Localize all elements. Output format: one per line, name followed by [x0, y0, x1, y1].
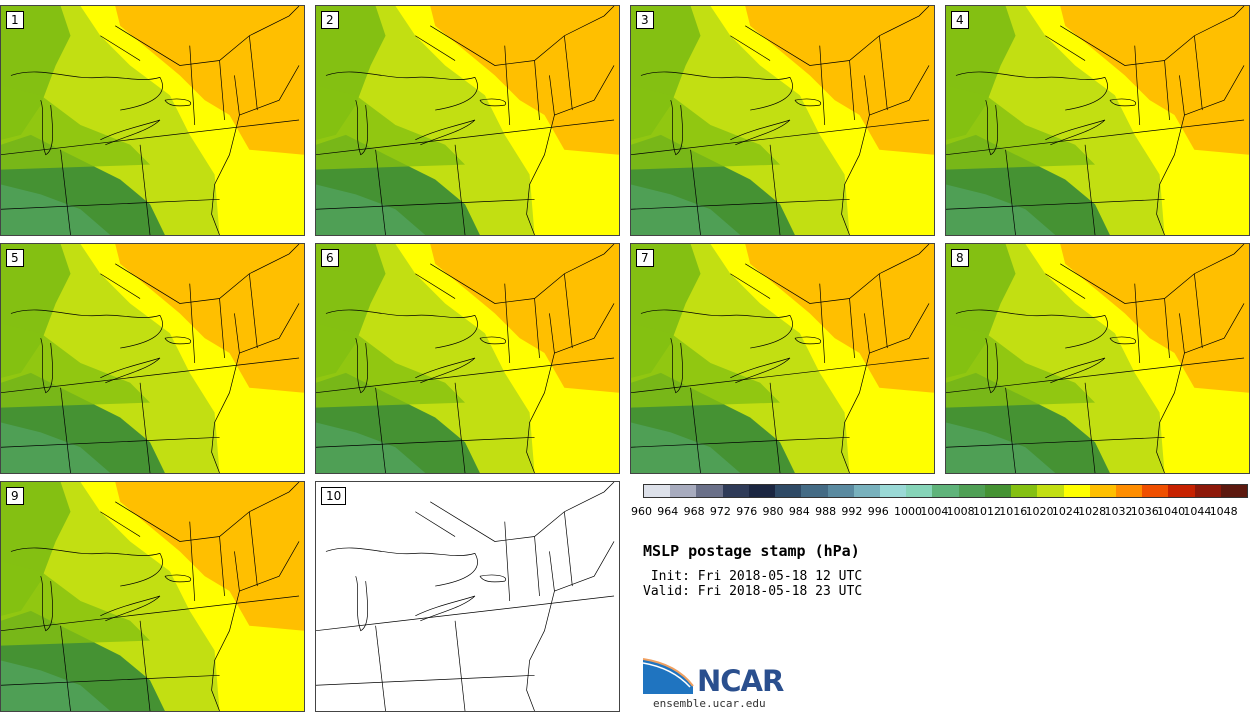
map-panel-4: 4	[945, 5, 1250, 236]
chart-title: MSLP postage stamp (hPa)	[643, 542, 860, 560]
colorbar-swatch	[1037, 485, 1064, 497]
colorbar-swatch	[670, 485, 697, 497]
colorbar-tick-label: 1004	[920, 505, 949, 518]
colorbar-tick-label: 1040	[1157, 505, 1186, 518]
colorbar-tick-label: 968	[683, 505, 705, 518]
colorbar-tick-label: 972	[709, 505, 731, 518]
colorbar-swatch	[853, 485, 880, 497]
map-panel-10: 10	[315, 481, 620, 712]
panel-label: 3	[636, 11, 654, 29]
colorbar-tick-label: 1000	[894, 505, 923, 518]
panel-label: 8	[951, 249, 969, 267]
panel-label: 5	[6, 249, 24, 267]
colorbar-swatch	[1142, 485, 1169, 497]
colorbar-swatch	[984, 485, 1012, 497]
panel-label: 1	[6, 11, 24, 29]
colorbar-tick-label: 984	[788, 505, 810, 518]
colorbar-swatch	[1168, 485, 1195, 497]
colorbar-swatch	[1011, 485, 1038, 497]
colorbar-swatch	[748, 485, 776, 497]
colorbar-tick-label: 1032	[1104, 505, 1133, 518]
colorbar-swatch	[1220, 485, 1248, 497]
valid-time: Valid: Fri 2018-05-18 23 UTC	[643, 584, 863, 599]
colorbar-tick-label: 988	[815, 505, 837, 518]
colorbar-swatch	[932, 485, 959, 497]
colorbar-tick-label: 960	[631, 505, 652, 518]
map-panel-5: 5	[0, 243, 305, 474]
map-panel-7: 7	[630, 243, 935, 474]
colorbar-swatch	[775, 485, 802, 497]
map-panel-8: 8	[945, 243, 1250, 474]
map-panel-6: 6	[315, 243, 620, 474]
colorbar-swatch	[1089, 485, 1116, 497]
colorbar-tick-label: 1016	[999, 505, 1028, 518]
colorbar-tick-label: 992	[841, 505, 863, 518]
colorbar	[643, 484, 1248, 498]
panel-label: 6	[321, 249, 339, 267]
colorbar-tick-label: 1048	[1209, 505, 1238, 518]
colorbar-tick-label: 1036	[1130, 505, 1159, 518]
colorbar-swatch	[1194, 485, 1221, 497]
colorbar-tick-label: 1012	[972, 505, 1001, 518]
panel-label: 2	[321, 11, 339, 29]
colorbar-tick-label: 1044	[1183, 505, 1212, 518]
colorbar-swatch	[1115, 485, 1143, 497]
colorbar-tick-label: 996	[867, 505, 889, 518]
colorbar-swatch	[722, 485, 749, 497]
colorbar-tick-label: 1008	[946, 505, 975, 518]
colorbar-swatch	[879, 485, 907, 497]
colorbar-tick-label: 1024	[1051, 505, 1080, 518]
panel-label: 10	[321, 487, 347, 505]
colorbar-swatch	[958, 485, 985, 497]
panel-label: 7	[636, 249, 654, 267]
colorbar-tick-label: 964	[657, 505, 679, 518]
site-url[interactable]: ensemble.ucar.edu	[653, 697, 766, 710]
map-panel-3: 3	[630, 5, 935, 236]
ncar-logo-text: NCAR	[697, 664, 784, 698]
panel-label: 9	[6, 487, 24, 505]
colorbar-tick-label: 1020	[1025, 505, 1054, 518]
map-panel-1: 1	[0, 5, 305, 236]
colorbar-swatch	[801, 485, 828, 497]
colorbar-tick-label: 980	[762, 505, 784, 518]
colorbar-ticks: 960 964 968 972 976 980 984 988 992 996 1000 1004 10…	[631, 505, 1251, 519]
map-panel-2: 2	[315, 5, 620, 236]
init-time: Init: Fri 2018-05-18 12 UTC	[643, 569, 863, 584]
map-panel-9: 9	[0, 481, 305, 712]
colorbar-swatch	[1063, 485, 1090, 497]
colorbar-swatch	[644, 485, 671, 497]
colorbar-tick-label: 1028	[1078, 505, 1107, 518]
panel-label: 4	[951, 11, 969, 29]
colorbar-tick-label: 976	[736, 505, 758, 518]
ncar-logo-icon	[643, 658, 694, 694]
colorbar-swatch	[827, 485, 854, 497]
colorbar-swatch	[696, 485, 723, 497]
colorbar-swatch	[906, 485, 933, 497]
